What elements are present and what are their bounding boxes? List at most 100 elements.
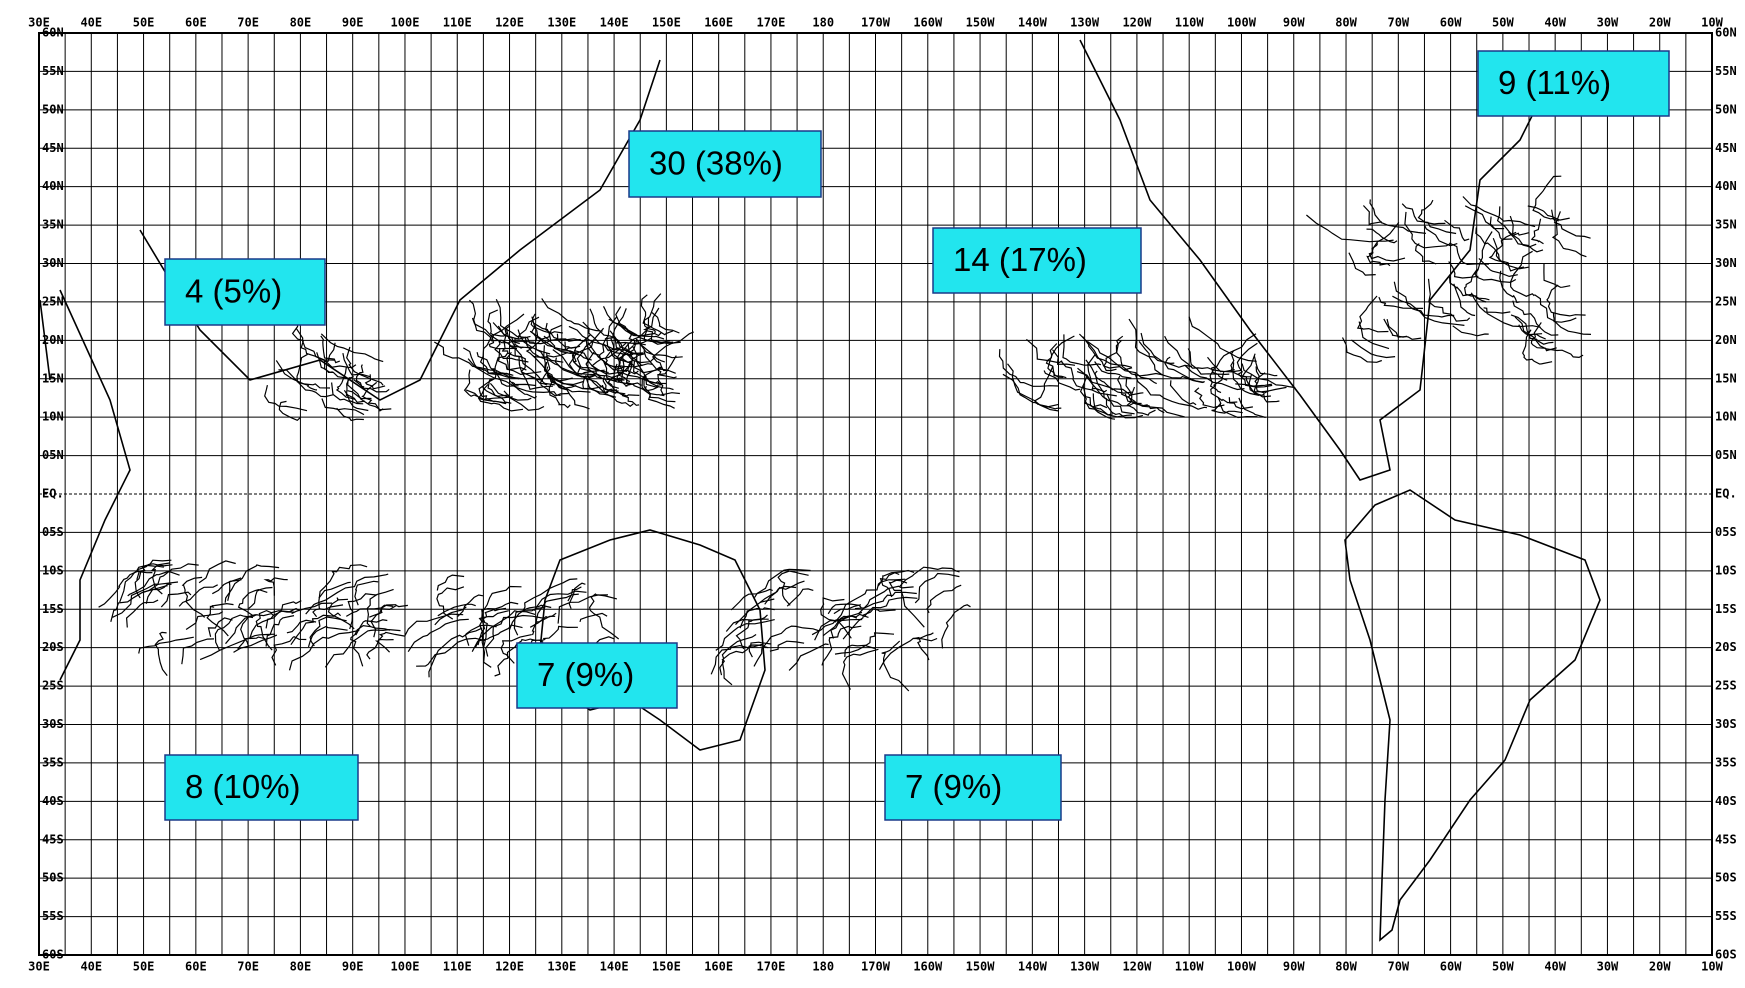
lon-label-top: 170E [756,16,785,30]
storm-track [1367,243,1390,265]
storm-track [1532,219,1544,244]
lat-label-right: 30S [1715,717,1737,731]
region-label: 7 (9%) [517,643,677,708]
lat-label-right: 55S [1715,909,1737,923]
lon-label-bottom: 90E [342,960,364,974]
lat-label-left: 20N [42,333,64,347]
region-label: 4 (5%) [165,259,325,325]
lat-label-right: 20S [1715,640,1737,654]
storm-track [266,616,294,647]
storm-track [866,633,894,646]
lat-label-left: 60S [42,948,64,962]
lat-label-left: 25N [42,294,64,308]
storm-track [864,597,917,617]
region-label: 9 (11%) [1478,51,1669,116]
lat-label-right: 60N [1715,26,1737,40]
storm-track [266,601,301,629]
region-count: 8 (10%) [185,768,301,805]
lon-label-top: 100W [1227,16,1257,30]
storm-track [405,614,463,636]
lat-label-right: 45S [1715,832,1737,846]
storm-track [787,589,813,606]
lat-label-left: 10S [42,563,64,577]
lon-label-top: 130E [547,16,576,30]
storm-track [1547,285,1586,316]
storm-track [322,399,364,415]
lon-label-top: 120E [495,16,524,30]
lon-label-bottom: 100E [391,960,420,974]
lon-label-top: 80E [290,16,312,30]
storm-track [139,637,194,653]
lat-label-left: 45N [42,141,64,155]
lon-label-top: 40W [1544,16,1566,30]
lat-label-left: 55S [42,909,64,923]
lat-label-left: 25S [42,679,64,693]
lon-label-bottom: 40W [1544,960,1566,974]
lon-label-top: 160E [704,16,733,30]
storm-track [1429,279,1470,321]
region-label: 30 (38%) [629,131,821,197]
storm-track [1235,384,1272,386]
lon-label-top: 70W [1387,16,1409,30]
storm-track [1484,308,1541,328]
lon-label-bottom: 160E [704,960,733,974]
storm-track [843,649,879,689]
storm-track [228,580,242,601]
lon-label-bottom: 150W [966,960,996,974]
lon-label-bottom: 150E [652,960,681,974]
lat-label-right: 15N [1715,371,1737,385]
storm-track [199,561,236,583]
storm-track [927,585,961,613]
storm-track [182,639,214,664]
lon-label-top: 130W [1070,16,1100,30]
lat-label-right: 40S [1715,794,1737,808]
storm-track [916,633,934,660]
lat-label-right: 50N [1715,102,1737,116]
storm-track [1128,387,1156,415]
storm-track [580,613,607,622]
lon-label-top: 140W [1018,16,1048,30]
storm-track [1453,326,1489,336]
storm-track [1000,349,1059,386]
lon-label-top: 50E [133,16,155,30]
lat-label-left: 05N [42,448,64,462]
storm-track [1493,238,1524,271]
lat-label-left: 40S [42,794,64,808]
lon-label-bottom: 170E [756,960,785,974]
storm-track [1544,263,1570,287]
lon-label-bottom: 120E [495,960,524,974]
storm-track [1026,339,1062,362]
storm-track [1212,397,1243,413]
storm-track [272,637,306,666]
storm-track [416,638,485,666]
region-labels: 30 (38%)9 (11%)14 (17%)4 (5%)7 (9%)8 (10… [165,51,1669,820]
storm-track [346,605,396,617]
lon-label-bottom: 80E [290,960,312,974]
lat-label-left: EQ. [42,487,64,501]
storm-track [835,646,875,655]
storm-track [1358,296,1389,332]
storm-track [879,638,937,669]
lat-label-right: 55N [1715,64,1737,78]
asia [140,60,660,400]
lon-label-bottom: 100W [1227,960,1257,974]
lon-label-bottom: 20W [1649,960,1671,974]
lon-label-top: 170W [861,16,891,30]
lon-label-top: 90W [1283,16,1305,30]
lon-label-bottom: 80W [1335,960,1357,974]
storm-track [266,578,288,596]
lon-label-top: 90E [342,16,364,30]
lon-label-top: 70E [237,16,259,30]
lat-label-left: 50S [42,871,64,885]
lat-label-right: 40N [1715,179,1737,193]
storm-track [1402,204,1456,234]
storm-track [319,582,351,598]
lat-label-right: 25S [1715,679,1737,693]
region-count: 4 (5%) [185,273,282,310]
lon-label-bottom: 110E [443,960,472,974]
lon-label-top: 110W [1175,16,1205,30]
lat-label-right: 20N [1715,333,1737,347]
storm-track [1379,297,1423,308]
lon-label-top: 80W [1335,16,1357,30]
lon-label-bottom: 160W [913,960,943,974]
